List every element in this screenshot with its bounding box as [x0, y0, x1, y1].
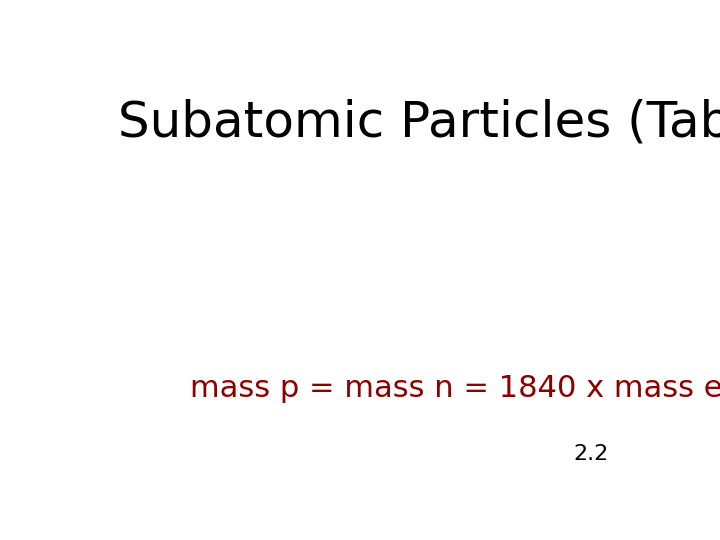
Text: 2.2: 2.2 [574, 444, 609, 464]
Text: mass p = mass n = 1840 x mass e: mass p = mass n = 1840 x mass e [190, 374, 720, 403]
Text: Subatomic Particles (Table 2.1): Subatomic Particles (Table 2.1) [118, 98, 720, 146]
